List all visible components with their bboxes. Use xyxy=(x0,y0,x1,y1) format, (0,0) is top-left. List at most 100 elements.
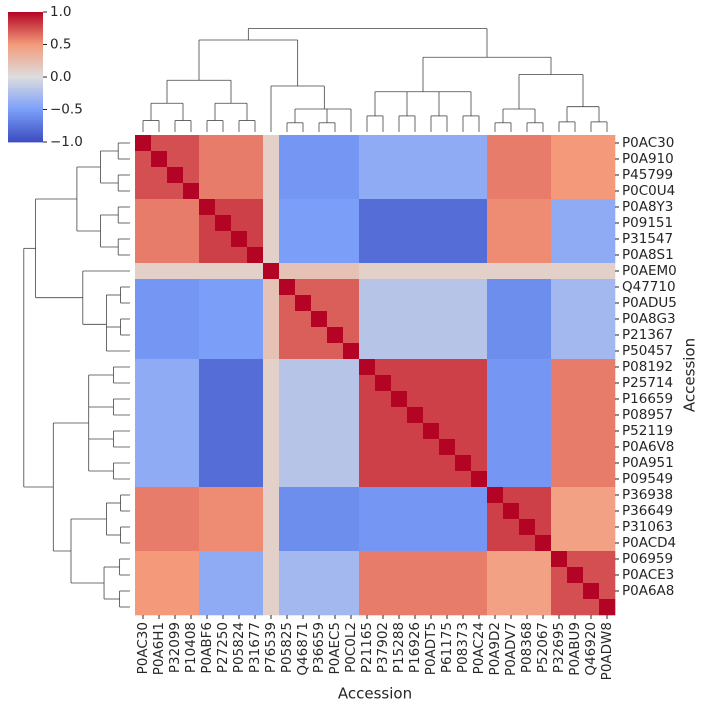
heatmap-cell xyxy=(327,519,344,536)
heatmap-cell xyxy=(151,231,168,248)
heatmap-cell xyxy=(423,551,440,568)
heatmap-cell xyxy=(407,327,424,344)
heatmap-cell xyxy=(519,359,536,376)
heatmap-cell xyxy=(199,199,216,216)
heatmap-cell xyxy=(599,439,616,456)
heatmap-cell xyxy=(487,391,504,408)
heatmap-cell xyxy=(583,295,600,312)
heatmap-cell xyxy=(359,599,376,616)
heatmap-cell xyxy=(327,487,344,504)
heatmap-cell xyxy=(247,599,264,616)
heatmap-cell xyxy=(199,439,216,456)
heatmap-cell xyxy=(359,455,376,472)
heatmap-cell xyxy=(391,183,408,200)
heatmap-cell xyxy=(487,359,504,376)
heatmap-cell xyxy=(599,535,616,552)
heatmap-cell xyxy=(551,199,568,216)
heatmap-cell xyxy=(423,247,440,264)
x-tick-label: P0ABF6 xyxy=(199,622,215,674)
heatmap-cell xyxy=(311,599,328,616)
heatmap-cell xyxy=(311,167,328,184)
heatmap-cell xyxy=(167,183,184,200)
heatmap-cell xyxy=(359,471,376,488)
heatmap-cell xyxy=(551,215,568,232)
heatmap-cell xyxy=(231,311,248,328)
heatmap-cell xyxy=(167,359,184,376)
heatmap-cell xyxy=(311,263,328,280)
heatmap-cell xyxy=(167,279,184,296)
heatmap-cell xyxy=(215,311,232,328)
heatmap-cell xyxy=(279,455,296,472)
heatmap-cell xyxy=(455,519,472,536)
heatmap-cell xyxy=(487,471,504,488)
heatmap-cell xyxy=(599,215,616,232)
heatmap-cell xyxy=(455,391,472,408)
heatmap-cell xyxy=(535,167,552,184)
colorbar-step xyxy=(8,98,43,101)
heatmap-cell xyxy=(295,471,312,488)
heatmap-cell xyxy=(519,151,536,168)
x-tick-label: Q46871 xyxy=(295,622,311,676)
heatmap-cell xyxy=(599,231,616,248)
heatmap-cell xyxy=(311,135,328,152)
heatmap-cell xyxy=(327,391,344,408)
heatmap-cell xyxy=(567,231,584,248)
heatmap-cell xyxy=(551,135,568,152)
colorbar-step xyxy=(8,60,43,63)
heatmap-cell xyxy=(423,423,440,440)
heatmap-cell xyxy=(567,279,584,296)
x-tick-label: P0AEC5 xyxy=(327,622,343,675)
heatmap-cell xyxy=(599,407,616,424)
y-tick-label: P0A8Y3 xyxy=(622,199,673,215)
heatmap-cell xyxy=(583,455,600,472)
heatmap-cell xyxy=(471,295,488,312)
heatmap-cell xyxy=(455,455,472,472)
heatmap-cell xyxy=(535,279,552,296)
heatmap-cell xyxy=(359,247,376,264)
heatmap-cell xyxy=(583,599,600,616)
heatmap-cell xyxy=(199,263,216,280)
heatmap-cell xyxy=(423,231,440,248)
heatmap-cell xyxy=(487,167,504,184)
heatmap-cell xyxy=(471,327,488,344)
heatmap-cell xyxy=(263,183,280,200)
heatmap-cell xyxy=(567,519,584,536)
heatmap-cell xyxy=(343,599,360,616)
heatmap-cell xyxy=(391,327,408,344)
y-tick-label: P0AC30 xyxy=(622,135,674,151)
heatmap-cell xyxy=(167,487,184,504)
colorbar-step xyxy=(8,104,43,107)
heatmap-cell xyxy=(263,359,280,376)
heatmap-cell xyxy=(167,247,184,264)
heatmap-cell xyxy=(279,439,296,456)
heatmap-cell xyxy=(295,567,312,584)
heatmap-cell xyxy=(215,423,232,440)
x-tick-label: P08373 xyxy=(455,622,471,673)
heatmap-cell xyxy=(439,599,456,616)
x-tick-label: P0C0L2 xyxy=(343,622,359,673)
heatmap-cell xyxy=(135,167,152,184)
heatmap-cell xyxy=(599,487,616,504)
heatmap-cell xyxy=(231,295,248,312)
heatmap-cell xyxy=(343,455,360,472)
heatmap-cell xyxy=(295,215,312,232)
heatmap-cell xyxy=(167,567,184,584)
heatmap-cell xyxy=(135,247,152,264)
heatmap-cell xyxy=(327,567,344,584)
colorbar-step xyxy=(8,96,43,99)
colorbar-step xyxy=(8,24,43,27)
heatmap-cell xyxy=(135,359,152,376)
colorbar-step xyxy=(8,52,43,55)
heatmap-cell xyxy=(199,359,216,376)
heatmap-cell xyxy=(455,359,472,376)
heatmap-cell xyxy=(407,359,424,376)
heatmap-cell xyxy=(567,503,584,520)
heatmap-cell xyxy=(279,135,296,152)
heatmap-cell xyxy=(439,183,456,200)
heatmap-cell xyxy=(535,311,552,328)
heatmap-cell xyxy=(231,263,248,280)
heatmap-cell xyxy=(503,567,520,584)
heatmap-cell xyxy=(151,391,168,408)
heatmap-cell xyxy=(199,215,216,232)
heatmap-cell xyxy=(231,343,248,360)
